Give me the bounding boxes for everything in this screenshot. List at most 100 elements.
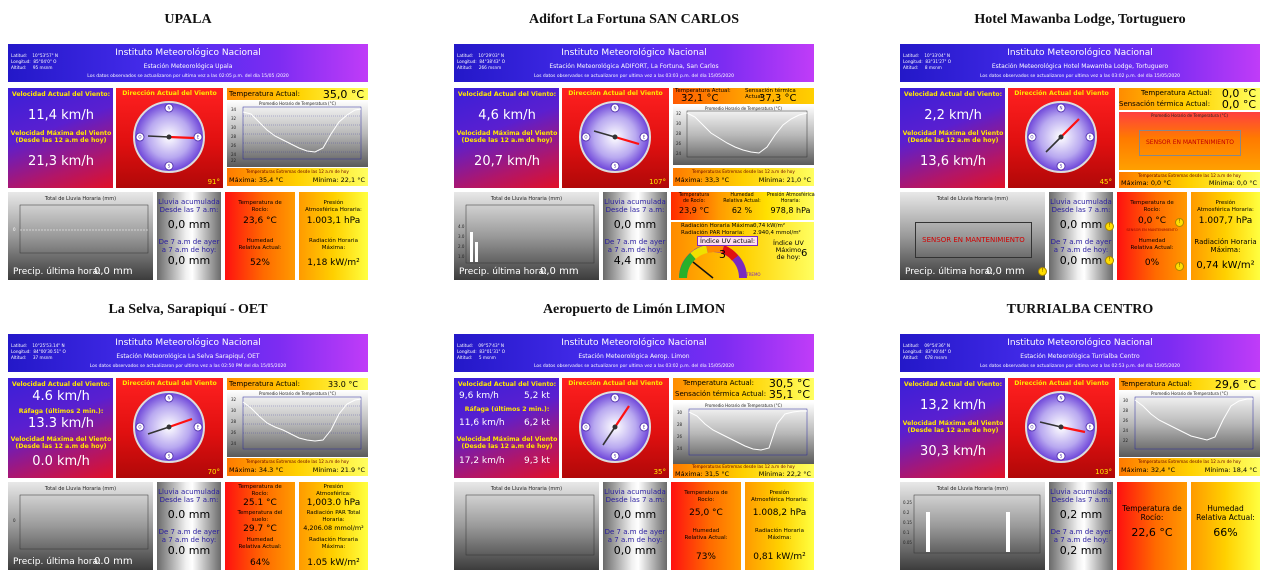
wind-direction-degrees: 45° bbox=[1099, 178, 1112, 186]
wind-direction-box: Dirección Actual del Viento N E S O 45° bbox=[1008, 88, 1115, 188]
rain-prev-value: 0.0 mm bbox=[167, 544, 211, 557]
dew-value: 0,0 °C bbox=[1138, 216, 1166, 226]
temp-min-value: 21.9 °C bbox=[340, 466, 365, 474]
wind-speed-box: Velocidad Actual del Viento: 9,6 km/h 5,… bbox=[454, 378, 559, 478]
temperature-box: Temperatura Actual: 30,5 °C Sensación té… bbox=[673, 377, 814, 478]
station-panel: Instituto Meteorológico Nacional Estació… bbox=[900, 44, 1260, 280]
rain-prev-label: De 7 a.m de ayer a 7 a.m de hoy: bbox=[1050, 238, 1112, 254]
svg-text:N: N bbox=[168, 396, 171, 401]
temp-current-label: Temperatura Actual: bbox=[683, 379, 754, 387]
station-title: Hotel Mawanba Lodge, Tortuguero bbox=[974, 12, 1186, 27]
wind-direction-label: Dirección Actual del Viento bbox=[1014, 380, 1109, 387]
hourly-rain-title: Total de Lluvia Horaria (mm) bbox=[44, 486, 117, 492]
hourly-temp-title: Promedio Horario de Temperatura (°C) bbox=[705, 403, 782, 408]
station-mawamba: Hotel Mawanba Lodge, Tortuguero Institut… bbox=[900, 12, 1260, 280]
svg-text:E: E bbox=[197, 135, 200, 140]
station-panel: Instituto Meteorológico Nacional Estació… bbox=[8, 334, 368, 570]
svg-text:22: 22 bbox=[1123, 438, 1129, 443]
coordinates: Latitud: 09°57'43" N Longitud: 83°01'31"… bbox=[457, 343, 506, 360]
temp-current-value: 35,0 °C bbox=[322, 88, 364, 101]
temp-max: Máxima: 31,5 °C bbox=[675, 470, 729, 478]
svg-text:26: 26 bbox=[231, 143, 237, 148]
station-turrialba: TURRIALBA CENTRO Instituto Meteorológico… bbox=[900, 302, 1260, 570]
svg-text:O: O bbox=[584, 135, 587, 140]
humidity-label: Humedad Relativa Actual: bbox=[1130, 238, 1174, 251]
svg-text:N: N bbox=[1060, 396, 1063, 401]
radiation-label: Radiación Horaria Máxima: bbox=[309, 537, 358, 550]
gust-label: Ráfaga (últimos 2 min.): bbox=[464, 406, 550, 413]
svg-text:0.25: 0.25 bbox=[903, 500, 912, 505]
svg-text:S: S bbox=[168, 454, 171, 459]
rain-accumulated-box: Lluvia acumulada Desde las 7 a.m: 0,0 mm… bbox=[603, 192, 667, 280]
svg-text:0: 0 bbox=[13, 227, 16, 232]
svg-text:1.0: 1.0 bbox=[458, 254, 465, 259]
rain-prev-label: De 7 a.m de ayer a 7 a.m de hoy: bbox=[604, 238, 666, 254]
wind-direction-box: Dirección Actual del Viento N E S O 35° bbox=[562, 378, 669, 478]
institute-name: Instituto Meteorológico Nacional bbox=[115, 48, 261, 58]
dew-value: 22,6 °C bbox=[1131, 526, 1173, 539]
gust-value: 13.3 km/h bbox=[28, 416, 94, 431]
feels-like-label: Sensación térmica Actual: bbox=[1119, 100, 1211, 108]
hourly-temp-title: Promedio Horario de Temperatura (°C) bbox=[259, 101, 336, 106]
svg-text:0.1: 0.1 bbox=[903, 530, 910, 535]
rain-prev-label: De 7 a.m de ayer a 7 a.m de hoy: bbox=[158, 528, 220, 544]
hourly-rain-box: Total de Lluvia Horaria (mm) 0.25 0.2 0.15… bbox=[900, 482, 1045, 570]
pressure-radiation-box: Presión Atmosférica: 1,003.0 hPa Radiaci… bbox=[299, 482, 368, 570]
rain-acc-label: Lluvia acumulada Desde las 7 a.m: bbox=[1050, 198, 1112, 214]
compass-icon: N E S O bbox=[133, 391, 205, 463]
feels-like-value: 0,0 °C bbox=[1221, 98, 1256, 111]
dew-label: Temperatura de Rocío: bbox=[1122, 504, 1182, 522]
svg-text:32: 32 bbox=[676, 111, 682, 116]
temp-max: Máxima: 34.3 °C bbox=[229, 466, 283, 474]
wind-max-value: 13,6 km/h bbox=[920, 154, 986, 169]
station-title: TURRIALBA CENTRO bbox=[1006, 302, 1154, 317]
par-label: Radiación PAR Horaria: bbox=[681, 230, 745, 236]
station-name: Estación Meteorológica ADIFORT, La Fortu… bbox=[549, 63, 719, 70]
temp-max-value: 34.3 °C bbox=[258, 466, 284, 474]
wind-max-label: Velocidad Máxima del Viento (Desde las 1… bbox=[902, 420, 1004, 434]
temp-extremes: Temperaturas Extremas desde las 12 a.m d… bbox=[673, 168, 814, 186]
wind-direction-degrees: 91° bbox=[207, 178, 220, 186]
temp-extremes-title: Temperaturas Extremas desde las 12 a.m d… bbox=[1138, 459, 1241, 464]
wind-speed-value: 13,2 km/h bbox=[920, 398, 986, 413]
update-time: Los datos observados se actualizaron por… bbox=[87, 74, 289, 79]
dew-value: 23,9 °C bbox=[679, 206, 709, 215]
dew-maintenance: SENSOR EN MANTENIMIENTO bbox=[1126, 228, 1178, 232]
rain-prev-value: 0,0 mm bbox=[613, 544, 657, 557]
hourly-rain-title: Total de Lluvia Horaria (mm) bbox=[490, 486, 563, 492]
wind-max-value: 17,2 km/h bbox=[459, 456, 505, 466]
rain-acc-value: 0,0 mm bbox=[613, 508, 657, 521]
temp-current-row: Temperatura Actual: 33.0 °C bbox=[227, 378, 368, 390]
wind-max-value: 0.0 km/h bbox=[32, 454, 90, 469]
svg-text:32: 32 bbox=[231, 397, 237, 402]
feels-like-label: Sensación térmica Actual: bbox=[745, 88, 796, 100]
temp-max: Máxima: 0,0 °C bbox=[1121, 179, 1171, 187]
hourly-rain-chart bbox=[465, 494, 595, 556]
hourly-temp-chart: 32 30 28 26 24 bbox=[676, 110, 808, 158]
temperature-box: Temperatura Actual: 33.0 °C Promedio Hor… bbox=[227, 378, 368, 478]
wind-direction-label: Dirección Actual del Viento bbox=[568, 380, 663, 387]
uv-current-value: 3 bbox=[719, 248, 726, 261]
temp-min: Mínima: 22,2 °C bbox=[759, 470, 811, 478]
wind-direction-box: Dirección Actual del Viento N E S O 103° bbox=[1008, 378, 1115, 478]
hourly-rain-title: Total de Lluvia Horaria (mm) bbox=[490, 196, 563, 202]
station-panel: Instituto Meteorológico Nacional Estació… bbox=[900, 334, 1260, 570]
pressure-label: Presión Atmosférica: bbox=[316, 484, 351, 497]
rain-prev-value: 0,0 mm bbox=[1059, 254, 1103, 267]
feels-like-label: Sensación térmica Actual: bbox=[675, 390, 767, 398]
svg-text:S: S bbox=[614, 454, 617, 459]
rain-last-hour-value: 0.0 mm bbox=[94, 556, 133, 567]
hourly-rain-box: Total de Lluvia Horaria (mm) 0 Precip. ú… bbox=[8, 482, 153, 570]
svg-text:E: E bbox=[1089, 425, 1092, 430]
wind-direction-box: Dirección Actual del Viento N E S O 91° bbox=[116, 88, 223, 188]
pressure-value: 1.007,7 hPa bbox=[1198, 216, 1253, 226]
rain-prev-value: 4,4 mm bbox=[613, 254, 657, 267]
rain-accumulated-box: Lluvia acumulada Desde las 7 a.m: 0,2 mm… bbox=[1049, 482, 1113, 570]
wind-speed-label: Velocidad Actual del Viento: bbox=[457, 381, 557, 388]
dew-humidity-pressure-strip: Temperatura de Rocío: 23,9 °C Humedad Re… bbox=[671, 192, 815, 220]
rain-sensor-maintenance: SENSOR EN MANTENIMIENTO bbox=[915, 222, 1032, 258]
wind-speed-label: Velocidad Actual del Viento: bbox=[457, 91, 557, 98]
temp-max-label: Máxima: bbox=[1121, 466, 1149, 474]
par-label: Radiación PAR Total Horaria: bbox=[306, 510, 361, 523]
temp-extremes: Temperaturas Extremas desde las 12 a.m d… bbox=[673, 464, 814, 478]
